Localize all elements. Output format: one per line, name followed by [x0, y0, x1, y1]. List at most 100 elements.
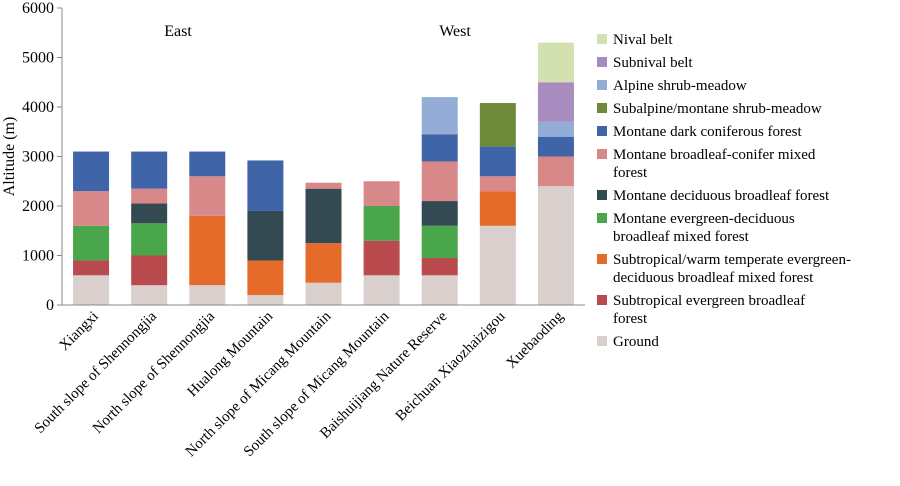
legend-swatch-montane-dark-coniferous-forest: [597, 126, 607, 136]
bar-segment-subtropical-warm-temperate-evergreen-deciduous-broadleaf-mixed-forest-hualong-mountain: [247, 260, 284, 296]
legend-swatch-subtropical-evergreen-broadleaf-forest: [597, 295, 607, 305]
bar-segment-nival-belt-xuebaoding: [537, 42, 574, 83]
legend-label-subtropical-warm-temperate-evergreen-deciduous-broadleaf-mixed-forest: Subtropical/warm temperate evergreen-: [613, 252, 851, 268]
bar-segment-montane-dark-coniferous-forest-south-slope-of-shennongjia: [131, 151, 168, 189]
bar-segment-alpine-shrub-meadow-baishuijiang-nature-reserve: [421, 97, 458, 135]
legend-label-subnival-belt: Subnival belt: [613, 55, 693, 71]
bar-segment-ground-north-slope-of-micang-mountain: [305, 282, 342, 305]
bar-segment-montane-broadleaf-conifer-mixed-forest-baishuijiang-nature-reserve: [421, 161, 458, 202]
y-tick-label: 6000: [22, 0, 54, 17]
legend-swatch-alpine-shrub-meadow: [597, 80, 607, 90]
legend-swatch-ground: [597, 336, 607, 346]
bar-segment-montane-evergreen-deciduous-broadleaf-mixed-forest-south-slope-of-shennongjia: [131, 223, 168, 256]
y-tick-label: 2000: [22, 198, 54, 215]
bar-segment-subtropical-warm-temperate-evergreen-deciduous-broadleaf-mixed-forest-north-slope-of-shennongjia: [189, 215, 226, 286]
y-tick-label: 4000: [22, 99, 54, 116]
legend-swatch-subtropical-warm-temperate-evergreen-deciduous-broadleaf-mixed-forest: [597, 254, 607, 264]
bar-segment-montane-dark-coniferous-forest-xiangxi: [73, 151, 110, 192]
bar-segment-ground-north-slope-of-shennongjia: [189, 285, 226, 305]
bar-segment-montane-evergreen-deciduous-broadleaf-mixed-forest-xiangxi: [73, 225, 110, 261]
legend-item-nival-belt: Nival belt: [597, 32, 673, 48]
legend-swatch-nival-belt: [597, 34, 607, 44]
legend-item-alpine-shrub-meadow: Alpine shrub-meadow: [597, 78, 747, 94]
bar-segment-montane-broadleaf-conifer-mixed-forest-xuebaoding: [537, 156, 574, 187]
bar-segment-subalpine-montane-shrub-meadow-beichuan-xiaozhaizigou: [479, 103, 516, 147]
bars-layer: [73, 42, 574, 305]
bar-segment-subnival-belt-xuebaoding: [537, 82, 574, 122]
bar-segment-montane-dark-coniferous-forest-beichuan-xiaozhaizigou: [479, 146, 516, 177]
legend-swatch-subnival-belt: [597, 57, 607, 67]
legend-label-montane-dark-coniferous-forest: Montane dark coniferous forest: [613, 124, 803, 140]
legend: Nival belt Subnival belt Alpine shrub-mead…: [597, 32, 851, 350]
legend-label-montane-broadleaf-conifer-mixed-forest: forest: [613, 165, 648, 181]
bar-segment-subtropical-evergreen-broadleaf-forest-xiangxi: [73, 260, 110, 276]
x-tick-label-xuebaoding: Xuebaoding: [504, 308, 568, 372]
bar-segment-montane-dark-coniferous-forest-north-slope-of-shennongjia: [189, 151, 226, 177]
legend-swatch-montane-evergreen-deciduous-broadleaf-mixed-forest: [597, 213, 607, 223]
bar-segment-subtropical-warm-temperate-evergreen-deciduous-broadleaf-mixed-forest-beichuan-xiaozhaizigou: [479, 191, 516, 226]
legend-item-subnival-belt: Subnival belt: [597, 55, 693, 71]
bar-segment-ground-beichuan-xiaozhaizigou: [479, 225, 516, 305]
bar-segment-montane-broadleaf-conifer-mixed-forest-south-slope-of-micang-mountain: [363, 181, 400, 206]
x-tick-label-xiangxi: Xiangxi: [56, 309, 101, 354]
bar-segment-montane-broadleaf-conifer-mixed-forest-north-slope-of-shennongjia: [189, 176, 226, 216]
legend-item-montane-evergreen-deciduous-broadleaf-mixed-forest: Montane evergreen-deciduous broadleaf mix…: [597, 211, 795, 245]
y-tick-label: 5000: [22, 50, 54, 67]
bar-segment-montane-evergreen-deciduous-broadleaf-mixed-forest-south-slope-of-micang-mountain: [363, 206, 400, 241]
legend-label-nival-belt: Nival belt: [613, 32, 673, 48]
legend-label-montane-broadleaf-conifer-mixed-forest: Montane broadleaf-conifer mixed: [613, 147, 816, 163]
legend-label-subtropical-evergreen-broadleaf-forest: forest: [613, 311, 648, 327]
bar-segment-montane-deciduous-broadleaf-forest-hualong-mountain: [247, 210, 284, 261]
legend-label-alpine-shrub-meadow: Alpine shrub-meadow: [613, 78, 747, 94]
x-tick-label-beichuan-xiaozhaizigou: Beichuan Xiaozhaizigou: [393, 308, 509, 424]
legend-swatch-montane-broadleaf-conifer-mixed-forest: [597, 149, 607, 159]
bar-segment-subtropical-evergreen-broadleaf-forest-south-slope-of-micang-mountain: [363, 240, 400, 276]
bar-segment-subtropical-evergreen-broadleaf-forest-south-slope-of-shennongjia: [131, 255, 168, 286]
bar-segment-montane-deciduous-broadleaf-forest-south-slope-of-shennongjia: [131, 203, 168, 224]
x-tick-label-south-slope-of-shennongjia: South slope of Shennongjia: [32, 308, 161, 437]
legend-item-subalpine-montane-shrub-meadow: Subalpine/montane shrub-meadow: [597, 101, 822, 117]
legend-label-montane-evergreen-deciduous-broadleaf-mixed-forest: broadleaf mixed forest: [613, 229, 750, 245]
bar-segment-montane-broadleaf-conifer-mixed-forest-beichuan-xiaozhaizigou: [479, 176, 516, 192]
legend-item-montane-deciduous-broadleaf-forest: Montane deciduous broadleaf forest: [597, 188, 830, 204]
legend-label-subtropical-warm-temperate-evergreen-deciduous-broadleaf-mixed-forest: deciduous broadleaf mixed forest: [613, 270, 814, 286]
legend-label-subtropical-evergreen-broadleaf-forest: Subtropical evergreen broadleaf: [613, 293, 805, 309]
legend-label-montane-deciduous-broadleaf-forest: Montane deciduous broadleaf forest: [613, 188, 830, 204]
y-tick-label: 0: [46, 297, 54, 314]
bar-segment-ground-south-slope-of-micang-mountain: [363, 275, 400, 305]
legend-label-montane-evergreen-deciduous-broadleaf-mixed-forest: Montane evergreen-deciduous: [613, 211, 795, 227]
annotation-east: East: [164, 23, 192, 40]
bar-segment-montane-dark-coniferous-forest-xuebaoding: [537, 136, 574, 157]
legend-item-montane-broadleaf-conifer-mixed-forest: Montane broadleaf-conifer mixed forest: [597, 147, 816, 181]
legend-label-ground: Ground: [613, 334, 659, 350]
bar-segment-montane-broadleaf-conifer-mixed-forest-south-slope-of-shennongjia: [131, 188, 168, 204]
bar-segment-montane-dark-coniferous-forest-baishuijiang-nature-reserve: [421, 134, 458, 162]
legend-item-montane-dark-coniferous-forest: Montane dark coniferous forest: [597, 124, 803, 140]
bar-segment-ground-xiangxi: [73, 275, 110, 305]
y-tick-label: 1000: [22, 248, 54, 265]
bar-segment-montane-dark-coniferous-forest-hualong-mountain: [247, 160, 284, 211]
legend-item-ground: Ground: [597, 334, 659, 350]
bar-segment-subtropical-evergreen-broadleaf-forest-baishuijiang-nature-reserve: [421, 257, 458, 276]
legend-label-subalpine-montane-shrub-meadow: Subalpine/montane shrub-meadow: [613, 101, 822, 117]
bar-segment-ground-hualong-mountain: [247, 295, 284, 305]
x-tick-label-north-slope-of-shennongjia: North slope of Shennongjia: [90, 308, 219, 437]
bar-segment-alpine-shrub-meadow-xuebaoding: [537, 121, 574, 137]
bar-segment-ground-south-slope-of-shennongjia: [131, 285, 168, 305]
legend-item-subtropical-warm-temperate-evergreen-deciduous-broadleaf-mixed-forest: Subtropical/warm temperate evergreen-dec…: [597, 252, 851, 286]
bar-segment-subtropical-warm-temperate-evergreen-deciduous-broadleaf-mixed-forest-north-slope-of-micang-mountain: [305, 243, 342, 283]
legend-swatch-montane-deciduous-broadleaf-forest: [597, 190, 607, 200]
y-tick-label: 3000: [22, 149, 54, 166]
bar-segment-montane-deciduous-broadleaf-forest-north-slope-of-micang-mountain: [305, 188, 342, 244]
bar-segment-ground-baishuijiang-nature-reserve: [421, 275, 458, 305]
y-axis-title: Altitude (m): [1, 117, 18, 197]
bar-segment-montane-evergreen-deciduous-broadleaf-mixed-forest-baishuijiang-nature-reserve: [421, 225, 458, 258]
bar-segment-montane-deciduous-broadleaf-forest-baishuijiang-nature-reserve: [421, 201, 458, 226]
bar-segment-montane-broadleaf-conifer-mixed-forest-north-slope-of-micang-mountain: [305, 182, 342, 189]
axes-layer: [57, 7, 585, 306]
legend-swatch-subalpine-montane-shrub-meadow: [597, 103, 607, 113]
annotation-west: West: [439, 23, 471, 40]
legend-item-subtropical-evergreen-broadleaf-forest: Subtropical evergreen broadleaf forest: [597, 293, 805, 327]
bar-segment-montane-broadleaf-conifer-mixed-forest-xiangxi: [73, 191, 110, 226]
